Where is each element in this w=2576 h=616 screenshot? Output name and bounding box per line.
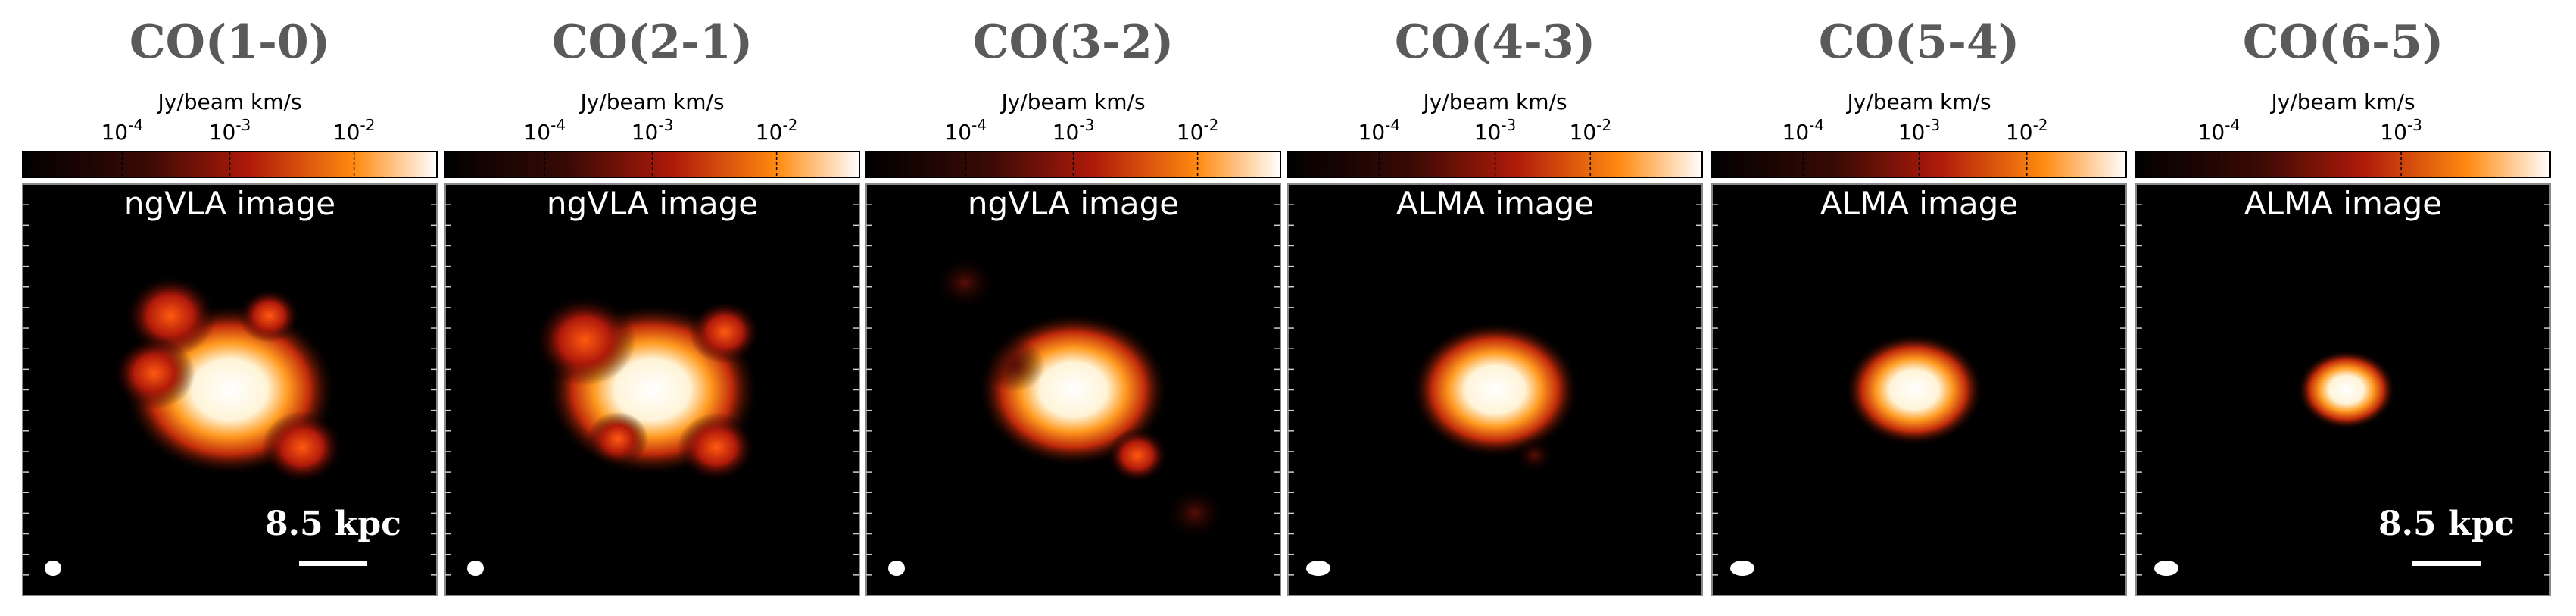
- colorbar-tick-label: 10-3: [2380, 116, 2422, 145]
- beam: [45, 561, 61, 576]
- colorbar-label: Jy/beam km/s: [156, 89, 301, 114]
- emission: [587, 411, 649, 467]
- colorbar-tick-label: 10-2: [2006, 116, 2048, 145]
- scale-bar-label: 8.5 kpc: [265, 505, 401, 543]
- emission: [1106, 428, 1168, 483]
- emission: [1514, 437, 1555, 474]
- beam: [467, 561, 484, 576]
- colorbar-label: Jy/beam km/s: [2269, 89, 2415, 114]
- colorbar-tick-label: 10-2: [756, 116, 798, 145]
- scale-bar-label: 8.5 kpc: [2378, 505, 2515, 543]
- colorbar-label: Jy/beam km/s: [1421, 89, 1567, 114]
- colorbar-tick-label: 10-2: [1570, 116, 1612, 145]
- image-label: ngVLA image: [547, 185, 758, 222]
- image-label: ALMA image: [2244, 185, 2442, 222]
- panel-title: CO(2-1): [552, 16, 753, 69]
- image-label: ALMA image: [1820, 185, 2018, 222]
- colorbar-tick-label: 10-4: [1358, 116, 1401, 145]
- panel: CO(3-2) Jy/beam km/s 10-4 10-3 10-2 ngVLA ima…: [865, 16, 1281, 596]
- colorbar-tick-label: 10-4: [101, 116, 143, 145]
- colorbar-label: Jy/beam km/s: [1000, 89, 1145, 114]
- colorbar-label: Jy/beam km/s: [579, 89, 724, 114]
- panel-title: CO(3-2): [973, 16, 1174, 69]
- image-label: ALMA image: [1396, 185, 1594, 222]
- emission: [534, 295, 636, 386]
- image-label: ngVLA image: [124, 185, 335, 222]
- colorbar-tick-label: 10-3: [1053, 116, 1095, 145]
- colorbar-tick-label: 10-4: [944, 116, 987, 145]
- colorbar: [2135, 151, 2551, 178]
- beam: [2154, 561, 2178, 576]
- colorbar-tick-label: 10-3: [209, 116, 251, 145]
- emission: [1164, 486, 1226, 540]
- emission: [261, 411, 343, 484]
- colorbar-tick-label: 10-3: [1898, 116, 1941, 145]
- beam: [888, 561, 905, 576]
- emission: [678, 412, 756, 482]
- colorbar-tick-label: 10-4: [2198, 116, 2241, 145]
- emission: [2297, 349, 2396, 430]
- colorbar-tick-label: 10-4: [523, 116, 566, 145]
- colorbar-tick-label: 10-4: [1782, 116, 1825, 145]
- emission: [124, 274, 217, 357]
- panel-title: CO(6-5): [2243, 16, 2443, 69]
- colorbar-label: Jy/beam km/s: [1845, 89, 1991, 114]
- emission: [113, 336, 195, 410]
- panel-title: CO(5-4): [1819, 16, 2019, 69]
- emission: [239, 288, 300, 343]
- panel: CO(1-0) Jy/beam km/s 10-4 10-3 10-2 ngVLA ima…: [22, 16, 438, 596]
- emission: [983, 337, 1045, 392]
- emission: [1845, 333, 1984, 446]
- colorbar-tick-label: 10-2: [1177, 116, 1219, 145]
- panel: CO(5-4) Jy/beam km/s 10-4 10-3 10-2 ALMA imag…: [1711, 16, 2127, 596]
- colorbar-tick-label: 10-3: [632, 116, 674, 145]
- beam: [1730, 561, 1754, 576]
- emission: [934, 255, 996, 311]
- panel: CO(6-5) Jy/beam km/s 10-4 10-3 ALMA image 8.5…: [2135, 16, 2551, 596]
- colorbar-tick-label: 10-2: [333, 116, 376, 145]
- beam: [1306, 561, 1330, 576]
- emission: [688, 300, 761, 364]
- image-label: ngVLA image: [968, 185, 1179, 222]
- panel-title: CO(1-0): [129, 16, 330, 69]
- colorbar-tick-label: 10-3: [1474, 116, 1517, 145]
- panel-title: CO(4-3): [1395, 16, 1595, 69]
- panel: CO(2-1) Jy/beam km/s 10-4 10-3 10-2 ngVLA ima…: [444, 16, 860, 596]
- panel: CO(4-3) Jy/beam km/s 10-4 10-3 10-2 ALMA imag…: [1287, 16, 1703, 596]
- emission: [1411, 321, 1580, 458]
